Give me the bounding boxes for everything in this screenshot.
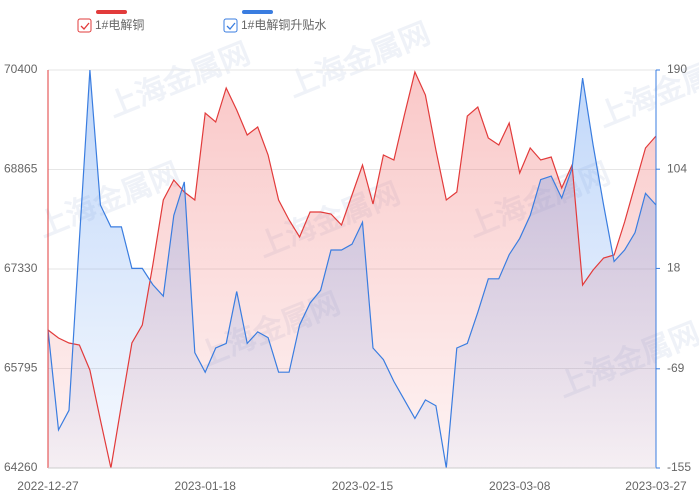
y2-tick-label: -155	[667, 460, 691, 474]
y-tick-label: 68865	[4, 162, 38, 176]
y-tick-label: 67330	[4, 261, 38, 275]
x-tick-label: 2023-03-08	[489, 479, 551, 493]
y-tick-label: 70400	[4, 62, 38, 76]
y2-tick-label: 104	[667, 161, 687, 175]
legend-label: 1#电解铜升贴水	[241, 17, 326, 32]
line	[47, 70, 657, 469]
x-tick-label: 2023-01-18	[175, 479, 237, 493]
legend-bar	[242, 10, 273, 14]
area	[48, 70, 656, 468]
legend-checkbox	[77, 18, 92, 33]
y-tick-label: 64260	[4, 460, 38, 474]
legend-label: 1#电解铜	[95, 17, 144, 32]
watermark: 上海金属网	[593, 46, 699, 134]
legend-checkbox	[223, 18, 238, 33]
legend-bar	[96, 10, 127, 14]
x-tick-label: 2022-12-27	[17, 479, 79, 493]
y2-tick-label: 190	[667, 62, 687, 76]
y-tick-label: 65795	[4, 361, 38, 375]
y2-tick-label: -69	[667, 361, 685, 375]
line	[47, 69, 657, 469]
x-tick-label: 2023-03-27	[625, 479, 687, 493]
x-tick-label: 2023-02-15	[332, 479, 394, 493]
legend-check	[80, 22, 90, 30]
y2-tick-label: 18	[667, 261, 681, 275]
legend-check	[226, 22, 236, 30]
